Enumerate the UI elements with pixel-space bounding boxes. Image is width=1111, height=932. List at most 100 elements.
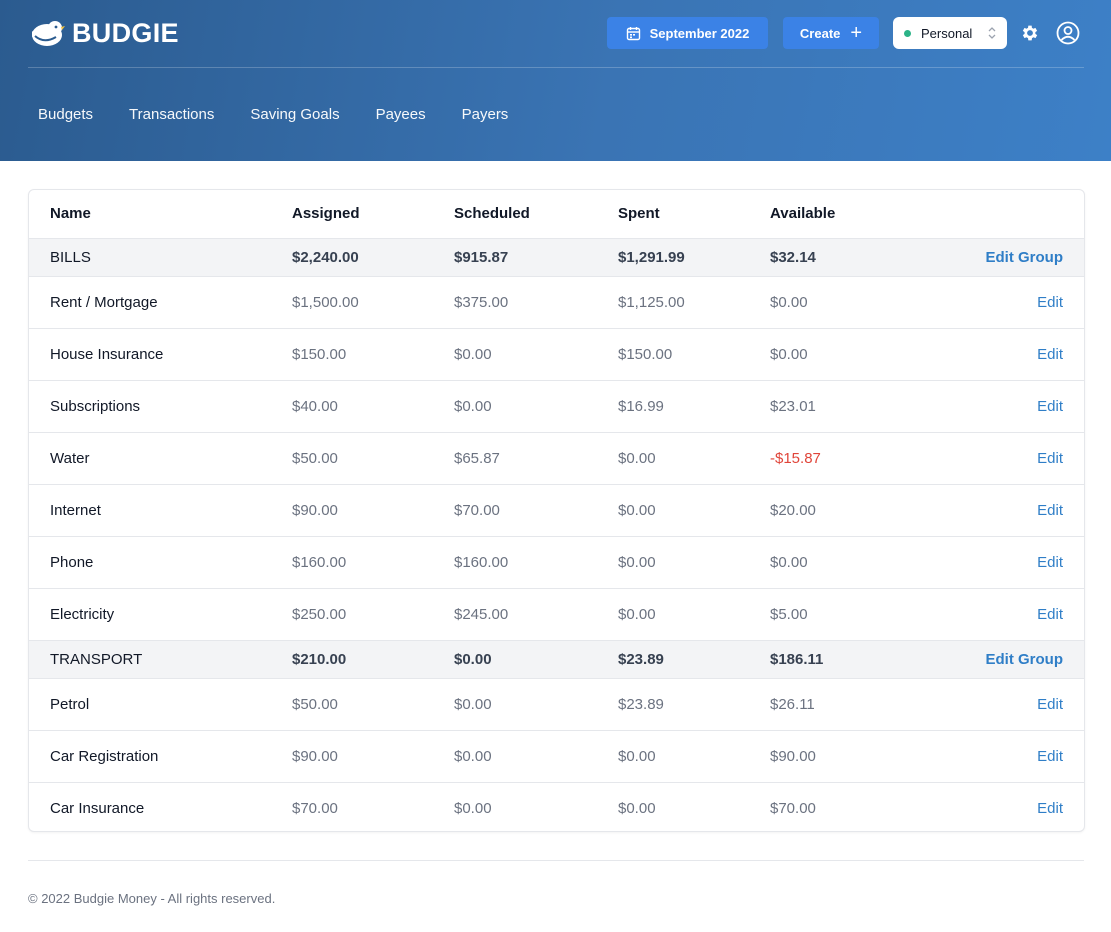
category-name-cell: Petrol xyxy=(29,678,292,731)
category-name-cell: House Insurance xyxy=(29,328,292,381)
edit-category-link[interactable]: Edit xyxy=(1037,397,1063,415)
group-spent-cell: $1,291.99 xyxy=(618,238,770,277)
brand-logo[interactable]: BUDGIE xyxy=(30,16,179,50)
category-scheduled-cell: $0.00 xyxy=(454,328,618,381)
category-available-cell: -$15.87 xyxy=(770,432,920,485)
category-name-cell: Subscriptions xyxy=(29,380,292,433)
group-assigned-cell: $2,240.00 xyxy=(292,238,454,277)
category-name-cell: Rent / Mortgage xyxy=(29,276,292,329)
group-row: TRANSPORT $210.00 $0.00 $23.89 $186.11 Edit G… xyxy=(29,640,1084,679)
nav-budgets[interactable]: Budgets xyxy=(38,106,94,123)
category-action-cell: Edit xyxy=(920,588,1084,641)
nav-payees[interactable]: Payees xyxy=(375,106,426,123)
category-action-cell: Edit xyxy=(920,484,1084,537)
edit-group-link[interactable]: Edit Group xyxy=(985,650,1064,668)
profile-select[interactable]: Personal xyxy=(893,17,1007,49)
category-spent-cell: $0.00 xyxy=(618,432,770,485)
table-header-row: Name Assigned Scheduled Spent Available xyxy=(29,190,1084,239)
column-header-spent: Spent xyxy=(618,190,770,239)
category-available-cell: $90.00 xyxy=(770,730,920,783)
month-label: September 2022 xyxy=(649,25,750,41)
nav-transactions[interactable]: Transactions xyxy=(129,106,215,123)
category-available-cell: $70.00 xyxy=(770,799,816,817)
profile-selected-label: Personal xyxy=(921,25,973,41)
category-name-cell: Car Registration xyxy=(29,730,292,783)
profile-status-dot xyxy=(904,29,911,37)
category-action-cell: Edit xyxy=(920,328,1084,381)
category-name-cell: Water xyxy=(29,432,292,485)
budget-table: Name Assigned Scheduled Spent Available … xyxy=(29,190,1084,831)
category-available-cell: $0.00 xyxy=(770,328,920,381)
group-action-cell: Edit Group xyxy=(920,238,1084,277)
plus-icon: + xyxy=(850,22,863,44)
category-assigned-cell: $90.00 xyxy=(292,730,454,783)
category-available-cell: $5.00 xyxy=(770,588,920,641)
category-name-cell: Electricity xyxy=(29,588,292,641)
group-scheduled-cell: $915.87 xyxy=(454,238,618,277)
category-name-cell: Internet xyxy=(29,484,292,537)
category-spent-cell: $0.00 xyxy=(618,588,770,641)
category-scheduled-cell: $245.00 xyxy=(454,588,618,641)
edit-category-link[interactable]: Edit xyxy=(1037,747,1063,765)
column-header-scheduled: Scheduled xyxy=(454,190,618,239)
table-row: Phone $160.00 $160.00 $0.00 $0.00 Edit xyxy=(29,536,1084,589)
gear-icon[interactable] xyxy=(1020,23,1040,43)
category-available-cell: $23.01 xyxy=(770,380,920,433)
category-assigned-cell: $90.00 xyxy=(292,484,454,537)
group-scheduled-cell: $0.00 xyxy=(454,640,618,679)
category-spent-cell: $1,125.00 xyxy=(618,276,770,329)
main-nav: Budgets Transactions Saving Goals Payees… xyxy=(38,106,544,124)
create-button[interactable]: Create + xyxy=(783,17,879,49)
category-assigned-cell: $150.00 xyxy=(292,328,454,381)
user-avatar-icon[interactable] xyxy=(1056,21,1080,45)
category-assigned-cell: $50.00 xyxy=(292,678,454,731)
category-available-cell: $26.11 xyxy=(770,678,920,731)
category-action-cell: Edit xyxy=(920,380,1084,433)
edit-category-link[interactable]: Edit xyxy=(1037,799,1063,817)
top-bar: BUDGIE September 2022 Create + Personal xyxy=(28,0,1084,68)
category-scheduled-cell: $160.00 xyxy=(454,536,618,589)
category-scheduled-cell: $375.00 xyxy=(454,276,618,329)
table-row: Car Registration $90.00 $0.00 $0.00 $90.00 Ed… xyxy=(29,730,1084,783)
edit-category-link[interactable]: Edit xyxy=(1037,553,1063,571)
column-header-assigned: Assigned xyxy=(292,190,454,239)
table-row: Water $50.00 $65.87 $0.00 -$15.87 Edit xyxy=(29,432,1084,485)
category-spent-cell: $0.00 xyxy=(618,730,770,783)
edit-category-link[interactable]: Edit xyxy=(1037,449,1063,467)
category-scheduled-cell: $0.00 xyxy=(454,730,618,783)
calendar-icon xyxy=(626,26,640,40)
chevron-up-down-icon xyxy=(988,27,996,39)
table-row: House Insurance $150.00 $0.00 $150.00 $0.00 E… xyxy=(29,328,1084,381)
category-assigned-cell: $70.00 xyxy=(292,799,338,817)
month-picker-button[interactable]: September 2022 xyxy=(607,17,768,49)
table-row: Car Insurance $70.00 $0.00 $0.00 $70.00 Edit xyxy=(29,782,1084,831)
edit-category-link[interactable]: Edit xyxy=(1037,605,1063,623)
category-action-cell: Edit xyxy=(920,678,1084,731)
category-assigned-cell: $50.00 xyxy=(292,432,454,485)
group-name-cell: BILLS xyxy=(29,238,292,277)
category-action-cell: Edit xyxy=(920,782,1084,831)
category-scheduled-cell: $65.87 xyxy=(454,432,618,485)
edit-group-link[interactable]: Edit Group xyxy=(985,248,1064,266)
table-row: Internet $90.00 $70.00 $0.00 $20.00 Edit xyxy=(29,484,1084,537)
category-spent-cell: $23.89 xyxy=(618,678,770,731)
table-body: BILLS $2,240.00 $915.87 $1,291.99 $32.14 Edit… xyxy=(29,238,1084,831)
category-scheduled-cell: $70.00 xyxy=(454,484,618,537)
category-name-cell: Phone xyxy=(29,536,292,589)
edit-category-link[interactable]: Edit xyxy=(1037,345,1063,363)
table-row: Electricity $250.00 $245.00 $0.00 $5.00 Edit xyxy=(29,588,1084,641)
category-spent-cell: $0.00 xyxy=(618,536,770,589)
footer-divider xyxy=(28,860,1084,861)
edit-category-link[interactable]: Edit xyxy=(1037,695,1063,713)
category-spent-cell: $0.00 xyxy=(618,484,770,537)
category-assigned-cell: $250.00 xyxy=(292,588,454,641)
group-row: BILLS $2,240.00 $915.87 $1,291.99 $32.14 Edit… xyxy=(29,238,1084,277)
category-spent-cell: $16.99 xyxy=(618,380,770,433)
edit-category-link[interactable]: Edit xyxy=(1037,293,1063,311)
nav-saving-goals[interactable]: Saving Goals xyxy=(250,106,340,123)
group-available-cell: $32.14 xyxy=(770,238,920,277)
nav-payers[interactable]: Payers xyxy=(461,106,509,123)
category-action-cell: Edit xyxy=(920,276,1084,329)
create-label: Create xyxy=(799,25,841,41)
edit-category-link[interactable]: Edit xyxy=(1037,501,1063,519)
